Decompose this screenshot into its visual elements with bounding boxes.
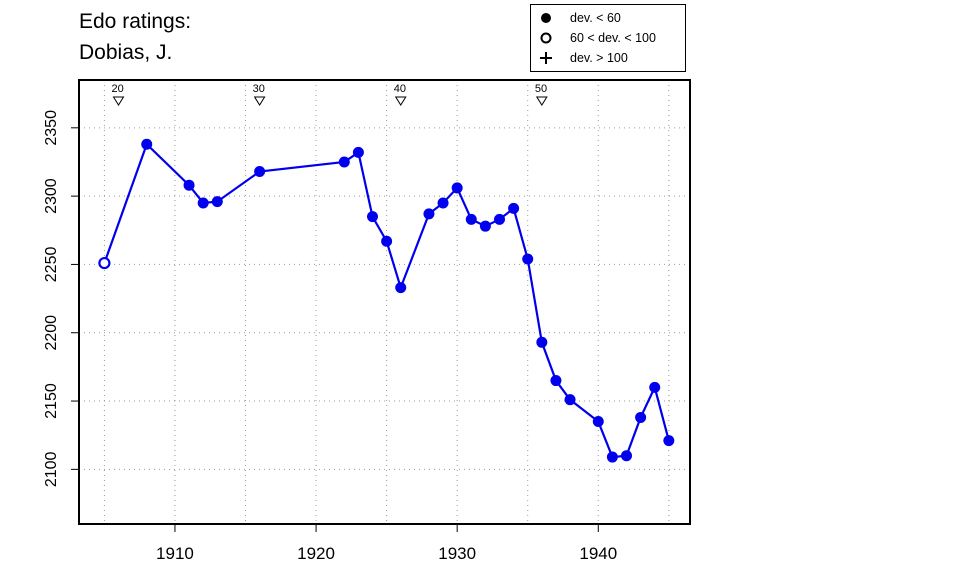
data-point — [592, 416, 604, 428]
data-point — [183, 179, 195, 191]
grid-lines — [79, 80, 690, 524]
data-point — [395, 282, 407, 294]
data-point — [465, 213, 477, 225]
data-point — [437, 197, 449, 209]
rating-line — [103, 142, 670, 459]
y-tick-label: 2200 — [43, 315, 60, 351]
game-count-markers: 20 30 40 50 — [112, 83, 548, 106]
data-point — [381, 235, 393, 247]
open-circle-icon — [531, 32, 561, 44]
plus-icon — [531, 52, 561, 64]
down-triangle-icon — [535, 96, 548, 106]
legend: dev. < 60 60 < dev. < 100 dev. > 100 — [530, 4, 686, 72]
game-count-label: 40 — [394, 83, 406, 95]
y-tick-label: 2100 — [43, 451, 60, 487]
data-point-open — [98, 256, 111, 270]
x-tick-label: 1910 — [156, 544, 194, 563]
legend-item-low-dev: dev. < 60 — [531, 9, 621, 27]
data-point — [479, 220, 491, 232]
data-point — [451, 182, 463, 194]
down-triangle-icon — [394, 96, 407, 106]
data-point — [635, 411, 647, 423]
legend-label: dev. < 60 — [570, 11, 621, 25]
y-tick-label: 2350 — [43, 110, 60, 146]
data-point — [494, 213, 506, 225]
data-point — [254, 166, 266, 178]
chart-title-line-2: Dobias, J. — [79, 41, 173, 64]
data-point — [352, 146, 364, 158]
data-point — [367, 211, 379, 223]
data-point — [606, 451, 618, 463]
axes: 2100 2150 2200 2250 2300 2350 1910 1920 1930 1940 — [43, 110, 617, 563]
game-count-label: 30 — [253, 83, 265, 95]
y-tick-label: 2150 — [43, 383, 60, 419]
x-tick-label: 1930 — [438, 544, 476, 563]
data-point — [564, 394, 576, 406]
data-point — [649, 381, 661, 393]
game-count-label: 50 — [535, 83, 547, 95]
plot-frame — [78, 79, 691, 525]
game-count-label: 20 — [112, 83, 124, 95]
data-point — [663, 435, 675, 447]
legend-item-mid-dev: 60 < dev. < 100 — [531, 29, 656, 47]
legend-label: 60 < dev. < 100 — [570, 31, 656, 45]
data-point — [522, 253, 534, 265]
y-tick-label: 2300 — [43, 178, 60, 214]
down-triangle-icon — [112, 96, 125, 106]
data-point — [621, 450, 633, 462]
legend-item-high-dev: dev. > 100 — [531, 49, 628, 67]
data-point — [550, 375, 562, 387]
data-point — [211, 196, 223, 208]
data-point — [536, 336, 548, 348]
rating-series — [98, 138, 675, 463]
data-point — [338, 156, 350, 168]
legend-label: dev. > 100 — [570, 51, 628, 65]
data-point — [197, 197, 209, 209]
data-point — [508, 202, 520, 214]
y-tick-label: 2250 — [43, 247, 60, 283]
chart-title-line-1: Edo ratings: — [79, 10, 192, 33]
x-tick-label: 1940 — [579, 544, 617, 563]
x-tick-label: 1920 — [297, 544, 335, 563]
data-point — [141, 138, 153, 150]
data-point — [423, 208, 435, 220]
down-triangle-icon — [253, 96, 266, 106]
filled-circle-icon — [531, 12, 561, 24]
